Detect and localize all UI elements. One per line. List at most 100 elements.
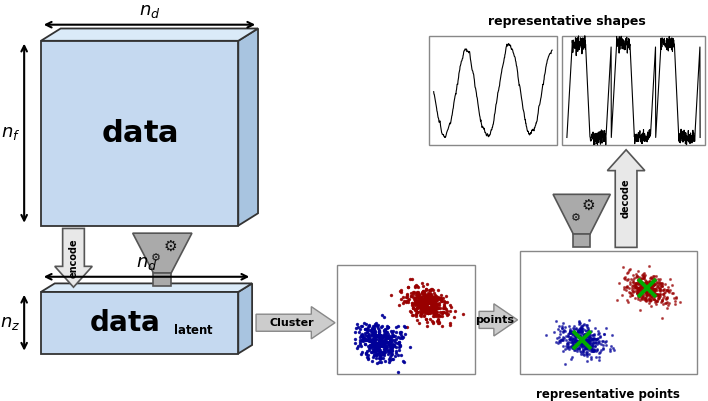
Point	[589, 343, 600, 349]
Point	[372, 350, 383, 357]
Point	[647, 283, 658, 289]
Point	[370, 340, 382, 346]
Point	[661, 298, 673, 305]
Point	[375, 339, 386, 346]
Point	[649, 281, 660, 287]
Point	[584, 329, 595, 335]
Text: $n_d$: $n_d$	[139, 2, 160, 20]
Point	[647, 279, 658, 286]
Point	[659, 281, 670, 287]
Point	[632, 278, 644, 284]
Point	[594, 357, 605, 364]
Point	[573, 334, 585, 340]
Point	[368, 325, 379, 332]
Point	[356, 336, 367, 343]
Point	[641, 288, 653, 295]
Point	[657, 286, 668, 293]
Point	[634, 281, 646, 287]
Point	[360, 349, 372, 356]
Point	[646, 284, 657, 290]
Point	[379, 336, 390, 342]
Point	[417, 288, 428, 295]
Point	[569, 328, 580, 335]
Point	[585, 345, 596, 351]
Point	[411, 292, 422, 298]
Point	[425, 306, 436, 313]
Point	[574, 339, 586, 346]
Point	[622, 299, 634, 305]
Point	[647, 291, 658, 298]
Point	[639, 288, 650, 294]
Point	[422, 304, 433, 310]
Point	[384, 338, 396, 344]
Point	[580, 336, 591, 342]
Point	[645, 284, 656, 290]
Point	[574, 320, 586, 326]
Point	[441, 298, 452, 305]
Point	[573, 333, 584, 339]
Point	[636, 279, 648, 286]
Point	[566, 342, 578, 349]
Point	[383, 342, 394, 348]
Point	[411, 291, 422, 298]
Point	[581, 340, 592, 346]
Polygon shape	[256, 307, 335, 339]
Point	[574, 336, 586, 342]
Point	[361, 350, 372, 356]
Point	[421, 310, 432, 316]
Point	[649, 273, 660, 279]
Point	[371, 336, 382, 342]
Point	[586, 328, 597, 334]
Point	[366, 337, 377, 344]
Point	[670, 294, 681, 300]
Point	[622, 297, 633, 304]
Point	[429, 297, 440, 304]
Point	[591, 336, 603, 342]
Point	[645, 291, 656, 297]
Point	[569, 335, 581, 342]
Point	[364, 334, 375, 341]
Point	[670, 295, 682, 301]
Point	[363, 323, 375, 329]
Point	[360, 326, 371, 333]
Text: Cluster: Cluster	[269, 318, 314, 328]
Point	[549, 329, 560, 336]
Point	[566, 337, 577, 343]
Point	[566, 338, 577, 344]
Point	[421, 306, 433, 313]
Text: decode: decode	[621, 179, 631, 219]
Point	[581, 333, 593, 339]
Point	[588, 335, 600, 342]
Point	[583, 327, 594, 334]
Point	[647, 286, 658, 292]
Point	[430, 298, 442, 304]
Point	[433, 312, 445, 318]
Point	[552, 326, 564, 332]
Point	[600, 342, 612, 348]
Point	[575, 328, 586, 335]
Point	[428, 299, 440, 306]
Point	[419, 299, 430, 305]
Point	[384, 332, 395, 339]
Point	[635, 279, 646, 286]
Point	[552, 340, 564, 346]
Point	[563, 341, 574, 348]
Point	[375, 337, 386, 343]
Point	[629, 281, 641, 287]
Point	[423, 308, 434, 315]
Point	[593, 330, 605, 336]
Point	[588, 348, 599, 354]
Point	[569, 326, 580, 332]
Point	[366, 326, 377, 332]
Point	[425, 306, 436, 313]
Point	[573, 333, 585, 340]
Point	[421, 304, 433, 310]
Point	[666, 290, 678, 296]
Point	[593, 350, 605, 356]
Point	[588, 331, 600, 337]
Point	[578, 334, 590, 340]
Point	[660, 295, 671, 302]
Point	[617, 292, 628, 299]
Point	[569, 346, 581, 353]
Point	[649, 286, 661, 292]
